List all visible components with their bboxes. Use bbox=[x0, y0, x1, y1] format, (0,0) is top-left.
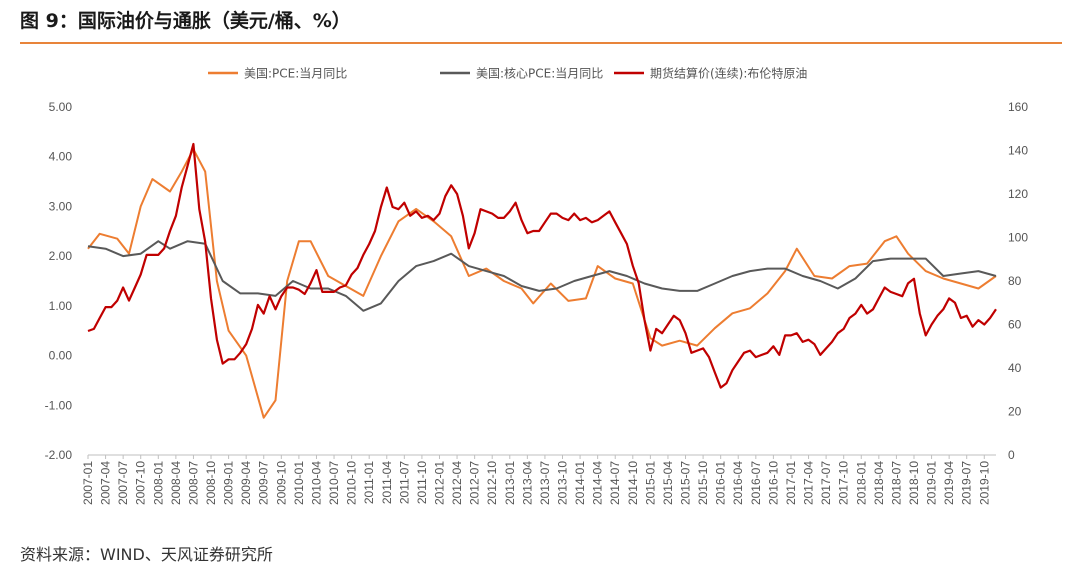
x-tick-label: 2012-07 bbox=[468, 461, 482, 505]
x-axis-ticks: 2007-01 2007-04 2007-07 2007-10 2008-01 2008-… bbox=[81, 455, 991, 505]
brent-line bbox=[87, 142, 997, 389]
x-tick-label: 2012-04 bbox=[450, 461, 464, 505]
right-tick-label: 60 bbox=[1008, 318, 1022, 332]
x-tick-label: 2017-10 bbox=[837, 461, 851, 505]
x-tick-label: 2007-01 bbox=[81, 461, 95, 505]
legend-label: 期货结算价(连续):布伦特原油 bbox=[650, 66, 807, 81]
x-tick-label: 2015-10 bbox=[696, 461, 710, 505]
legend-label: 美国:核心PCE:当月同比 bbox=[476, 67, 603, 81]
chart-legend: 美国:PCE:当月同比 美国:核心PCE:当月同比 期货结算价(连续):布伦特原油 bbox=[208, 66, 807, 81]
x-tick-label: 2011-10 bbox=[415, 461, 429, 504]
x-tick-label: 2014-04 bbox=[591, 461, 605, 505]
x-tick-label: 2014-10 bbox=[626, 461, 640, 505]
x-tick-label: 2009-01 bbox=[222, 461, 236, 505]
x-tick-label: 2008-04 bbox=[169, 461, 183, 505]
x-tick-label: 2016-01 bbox=[714, 461, 728, 505]
pce-line bbox=[87, 148, 997, 419]
x-tick-label: 2013-07 bbox=[538, 461, 552, 505]
right-tick-label: 20 bbox=[1008, 405, 1022, 419]
x-tick-label: 2010-01 bbox=[292, 461, 306, 505]
x-tick-label: 2014-07 bbox=[608, 461, 622, 505]
x-tick-label: 2010-04 bbox=[309, 461, 323, 505]
page-title: 图 9：国际油价与通胀（美元/桶、%） bbox=[20, 10, 351, 32]
x-tick-label: 2008-07 bbox=[186, 461, 200, 505]
x-tick-label: 2007-07 bbox=[116, 461, 130, 505]
left-axis-ticks: -2.00 -1.00 0.00 1.00 2.00 3.00 4.00 5.00 bbox=[45, 100, 73, 462]
x-tick-label: 2016-10 bbox=[766, 461, 780, 505]
title-divider bbox=[20, 42, 1062, 44]
x-tick-label: 2012-01 bbox=[432, 461, 446, 505]
x-tick-label: 2017-01 bbox=[784, 461, 798, 505]
right-tick-label: 0 bbox=[1008, 448, 1015, 462]
right-tick-label: 80 bbox=[1008, 274, 1022, 288]
x-tick-label: 2019-04 bbox=[942, 461, 956, 505]
x-tick-label: 2018-10 bbox=[907, 461, 921, 505]
x-tick-label: 2016-07 bbox=[749, 461, 763, 505]
x-tick-label: 2011-04 bbox=[380, 461, 394, 504]
x-tick-label: 2018-04 bbox=[872, 461, 886, 505]
x-tick-label: 2012-10 bbox=[485, 461, 499, 505]
x-tick-label: 2011-07 bbox=[397, 461, 411, 504]
x-tick-label: 2019-07 bbox=[960, 461, 974, 505]
x-tick-label: 2016-04 bbox=[731, 461, 745, 505]
x-tick-label: 2009-04 bbox=[239, 461, 253, 505]
x-tick-label: 2009-07 bbox=[257, 461, 271, 505]
right-tick-label: 160 bbox=[1008, 100, 1028, 114]
right-tick-label: 40 bbox=[1008, 361, 1022, 375]
left-tick-label: 1.00 bbox=[49, 299, 73, 313]
left-tick-label: 4.00 bbox=[49, 150, 73, 164]
left-tick-label: 2.00 bbox=[49, 249, 73, 263]
left-tick-label: 3.00 bbox=[49, 199, 73, 213]
legend-label: 美国:PCE:当月同比 bbox=[244, 67, 347, 81]
left-tick-label: 5.00 bbox=[49, 100, 73, 114]
x-tick-label: 2009-10 bbox=[274, 461, 288, 505]
x-tick-label: 2011-01 bbox=[362, 461, 376, 504]
x-tick-label: 2007-04 bbox=[99, 461, 113, 505]
x-tick-label: 2018-07 bbox=[889, 461, 903, 505]
right-tick-label: 100 bbox=[1008, 231, 1028, 245]
x-tick-label: 2015-04 bbox=[661, 461, 675, 505]
x-tick-label: 2018-01 bbox=[854, 461, 868, 505]
left-tick-label: 0.00 bbox=[49, 349, 73, 363]
right-tick-label: 140 bbox=[1008, 144, 1028, 158]
x-tick-label: 2015-01 bbox=[643, 461, 657, 505]
x-tick-label: 2007-10 bbox=[134, 461, 148, 505]
x-tick-label: 2008-10 bbox=[204, 461, 218, 505]
x-tick-label: 2013-01 bbox=[503, 461, 517, 505]
right-axis-ticks: 0 20 40 60 80 100 120 140 160 bbox=[1008, 100, 1028, 462]
x-tick-label: 2008-01 bbox=[151, 461, 165, 505]
source-note: 资料来源：WIND、天风证券研究所 bbox=[20, 545, 273, 564]
x-tick-label: 2013-04 bbox=[520, 461, 534, 505]
right-tick-label: 120 bbox=[1008, 187, 1028, 201]
x-tick-label: 2017-07 bbox=[819, 461, 833, 505]
series-group bbox=[87, 142, 997, 419]
x-tick-label: 2014-01 bbox=[573, 461, 587, 505]
x-tick-label: 2015-07 bbox=[679, 461, 693, 505]
x-tick-label: 2017-04 bbox=[802, 461, 816, 505]
left-tick-label: -1.00 bbox=[45, 398, 73, 412]
x-tick-label: 2010-07 bbox=[327, 461, 341, 505]
left-tick-label: -2.00 bbox=[45, 448, 73, 462]
x-tick-label: 2019-10 bbox=[977, 461, 991, 505]
core-pce-line bbox=[87, 240, 997, 312]
chart-canvas: 美国:PCE:当月同比 美国:核心PCE:当月同比 期货结算价(连续):布伦特原油 … bbox=[45, 66, 1029, 506]
x-tick-label: 2013-10 bbox=[556, 461, 570, 505]
x-tick-label: 2019-01 bbox=[925, 461, 939, 505]
x-tick-label: 2010-10 bbox=[345, 461, 359, 505]
